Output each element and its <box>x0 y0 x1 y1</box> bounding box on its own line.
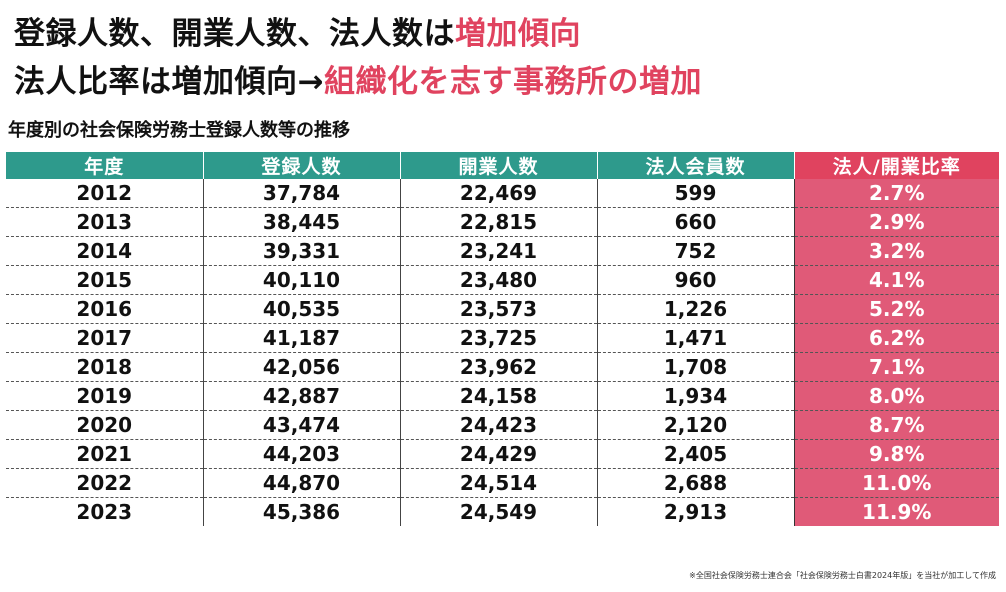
cell-ratio: 3.2% <box>793 236 999 266</box>
cell-ratio: 8.0% <box>793 381 999 411</box>
table-row: 2014 39,331 23,241 752 3.2% <box>6 236 999 266</box>
cell-registered: 44,203 <box>202 439 400 469</box>
cell-corporations: 1,708 <box>596 352 794 382</box>
table-row: 2022 44,870 24,514 2,688 11.0% <box>6 468 999 498</box>
cell-practicing: 23,480 <box>399 265 597 295</box>
cell-year: 2023 <box>76 500 133 524</box>
cell-ratio: 2.9% <box>793 207 999 237</box>
header-registered: 登録人数 <box>202 152 400 179</box>
headline-line-1-accent: 増加傾向 <box>455 16 581 52</box>
cell-practicing: 23,962 <box>399 352 597 382</box>
cell-year: 2020 <box>6 410 203 440</box>
cell-year: 2021 <box>6 439 203 469</box>
cell-corporations: 1,226 <box>596 294 794 324</box>
cell-practicing: 24,423 <box>399 410 597 440</box>
table-row: 2023 45,386 24,549 2,913 11.9% <box>6 497 999 526</box>
cell-registered: 43,474 <box>202 410 400 440</box>
cell-registered: 38,445 <box>202 207 400 237</box>
cell-ratio: 2.7% <box>793 179 999 208</box>
cell-ratio: 8.7% <box>793 410 999 440</box>
cell-ratio: 11.0% <box>793 468 999 498</box>
cell-registered: 37,784 <box>202 179 400 208</box>
cell-year: 2014 <box>6 236 203 266</box>
cell-ratio: 11.9% <box>793 497 999 526</box>
headline-line-2-accent: 組織化を志す事務所の増加 <box>323 64 702 100</box>
cell-registered: 40,110 <box>202 265 400 295</box>
cell-corporations: 960 <box>596 265 794 295</box>
cell-year: 2013 <box>6 207 203 237</box>
cell-corporations: 2,405 <box>596 439 794 469</box>
cell-practicing: 23,725 <box>399 323 597 353</box>
cell-registered: 42,056 <box>202 352 400 382</box>
cell-practicing: 24,549 <box>399 497 597 526</box>
table-row: 2013 38,445 22,815 660 2.9% <box>6 207 999 237</box>
cell-corporations: 2,120 <box>596 410 794 440</box>
cell-practicing: 24,429 <box>399 439 597 469</box>
headline-line-2: 法人比率は増加傾向→組織化を志す事務所の増加 <box>14 62 702 102</box>
cell-year: 2018 <box>6 352 203 382</box>
cell-corporations: 1,471 <box>596 323 794 353</box>
cell-practicing: 23,573 <box>399 294 597 324</box>
table-title: 年度別の社会保険労務士登録人数等の推移 <box>8 120 350 141</box>
source-footnote: ※全国社会保険労務士連合会「社会保険労務士白書2024年版」を当社が加工して作成 <box>689 571 996 580</box>
cell-year: 2022 <box>6 468 203 498</box>
table-row: 2021 44,203 24,429 2,405 9.8% <box>6 439 999 469</box>
cell-corporations: 660 <box>596 207 794 237</box>
cell-corporations: 1,934 <box>596 381 794 411</box>
table-body: 2012 37,784 22,469 599 2.7% 2013 38,445 22,815 6… <box>6 179 999 526</box>
cell-corporations: 2,688 <box>596 468 794 498</box>
cell-corporations: 752 <box>596 236 794 266</box>
cell-practicing: 24,514 <box>399 468 597 498</box>
header-ratio: 法人/開業比率 <box>793 152 999 179</box>
cell-registered: 41,187 <box>202 323 400 353</box>
cell-registered: 45,386 <box>202 497 400 526</box>
cell-year: 2019 <box>6 381 203 411</box>
cell-corporations: 2,913 <box>596 497 794 526</box>
header-practicing: 開業人数 <box>399 152 597 179</box>
table-row: 2019 42,887 24,158 1,934 8.0% <box>6 381 999 411</box>
cell-practicing: 22,815 <box>399 207 597 237</box>
headline-line-1: 登録人数、開業人数、法人数は増加傾向 <box>14 14 581 54</box>
cell-registered: 42,887 <box>202 381 400 411</box>
cell-year: 2016 <box>6 294 203 324</box>
cell-ratio: 5.2% <box>793 294 999 324</box>
table-row: 2012 37,784 22,469 599 2.7% <box>6 179 999 208</box>
cell-year: 2012 <box>6 179 203 208</box>
cell-practicing: 23,241 <box>399 236 597 266</box>
table-row: 2015 40,110 23,480 960 4.1% <box>6 265 999 295</box>
headline-line-1-main: 登録人数、開業人数、法人数は <box>14 16 455 52</box>
cell-ratio: 7.1% <box>793 352 999 382</box>
cell-year: 2017 <box>6 323 203 353</box>
cell-registered: 44,870 <box>202 468 400 498</box>
cell-registered: 39,331 <box>202 236 400 266</box>
cell-registered: 40,535 <box>202 294 400 324</box>
cell-ratio: 6.2% <box>793 323 999 353</box>
table-header-row: 年度 登録人数 開業人数 法人会員数 法人/開業比率 <box>6 152 999 179</box>
cell-ratio: 9.8% <box>793 439 999 469</box>
table-row: 2017 41,187 23,725 1,471 6.2% <box>6 323 999 353</box>
cell-practicing: 22,469 <box>399 179 597 208</box>
header-corporations: 法人会員数 <box>596 152 794 179</box>
table-row: 2018 42,056 23,962 1,708 7.1% <box>6 352 999 382</box>
table-row: 2020 43,474 24,423 2,120 8.7% <box>6 410 999 440</box>
registration-table: 年度 登録人数 開業人数 法人会員数 法人/開業比率 2012 37,784 22,… <box>6 152 999 526</box>
table-row: 2016 40,535 23,573 1,226 5.2% <box>6 294 999 324</box>
cell-ratio: 4.1% <box>793 265 999 295</box>
headline-line-2-main: 法人比率は増加傾向→ <box>14 64 324 100</box>
cell-year: 2015 <box>6 265 203 295</box>
header-year: 年度 <box>6 152 203 179</box>
cell-corporations: 599 <box>596 179 794 208</box>
cell-practicing: 24,158 <box>399 381 597 411</box>
